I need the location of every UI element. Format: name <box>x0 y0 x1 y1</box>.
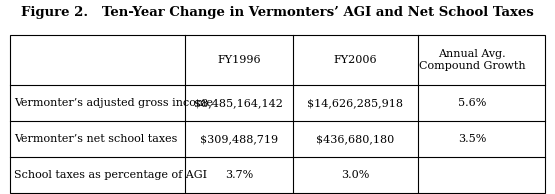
Text: Vermonter’s adjusted gross income: Vermonter’s adjusted gross income <box>14 98 214 108</box>
Text: FY2006: FY2006 <box>334 55 377 65</box>
Text: Figure 2.   Ten-Year Change in Vermonters’ AGI and Net School Taxes: Figure 2. Ten-Year Change in Vermonters’… <box>21 6 534 19</box>
Text: $8,485,164,142: $8,485,164,142 <box>194 98 284 108</box>
Text: $14,626,285,918: $14,626,285,918 <box>307 98 403 108</box>
Text: 5.6%: 5.6% <box>458 98 486 108</box>
Text: 3.7%: 3.7% <box>225 170 253 180</box>
Text: $436,680,180: $436,680,180 <box>316 134 395 144</box>
Text: $309,488,719: $309,488,719 <box>200 134 278 144</box>
Text: Annual Avg.
Compound Growth: Annual Avg. Compound Growth <box>418 49 526 71</box>
Text: 3.0%: 3.0% <box>341 170 370 180</box>
Text: 3.5%: 3.5% <box>458 134 486 144</box>
Text: School taxes as percentage of AGI: School taxes as percentage of AGI <box>14 170 208 180</box>
Text: FY1996: FY1996 <box>217 55 261 65</box>
Text: Vermonter’s net school taxes: Vermonter’s net school taxes <box>14 134 178 144</box>
